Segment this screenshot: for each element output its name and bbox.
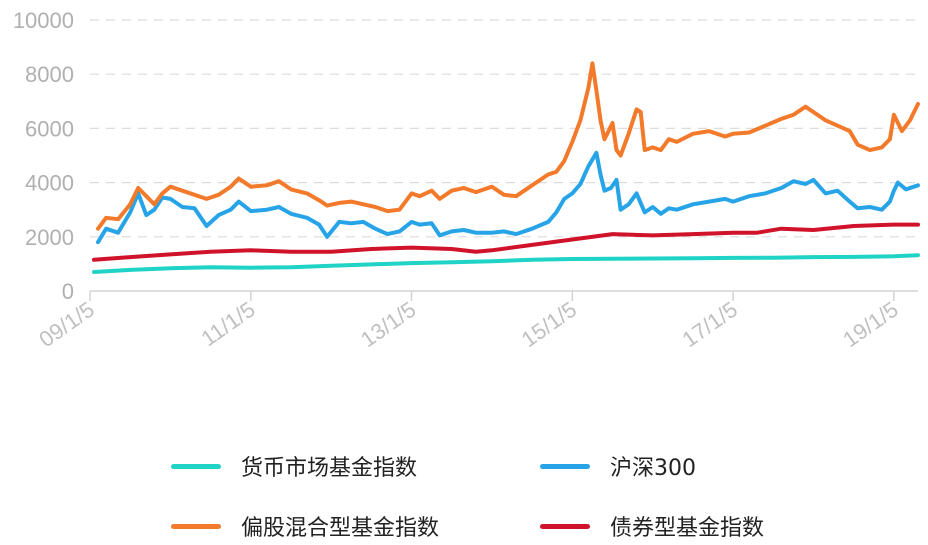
- series-line-bond-fund: [92, 222, 920, 262]
- x-tick-label: 13/1/5: [356, 297, 420, 353]
- x-tick-label: 19/1/5: [838, 297, 902, 353]
- legend: 货币市场基金指数 沪深300 偏股混合型基金指数 债券型基金指数: [0, 430, 928, 545]
- x-tick-label: 09/1/5: [34, 297, 98, 353]
- x-tick-label: 17/1/5: [678, 297, 742, 353]
- x-tick-label: 11/1/5: [197, 297, 260, 352]
- series-lines: [92, 61, 920, 274]
- x-tick-label: 15/1/5: [517, 297, 581, 353]
- y-tick-label: 8000: [25, 62, 74, 87]
- line-chart: 0 2000 4000 6000 8000 10000 09/1/5 11/1/5 13/1/…: [13, 8, 920, 353]
- series-line-money-market: [92, 253, 920, 274]
- legend-item-equity-hybrid: 偏股混合型基金指数: [171, 510, 439, 542]
- y-axis-ticks: 0 2000 4000 6000 8000 10000: [13, 8, 74, 304]
- legend-label-csi300: 沪深300: [610, 456, 696, 481]
- legend-swatch-equity-hybrid: [171, 523, 221, 529]
- series-line-csi300: [96, 150, 920, 245]
- legend-item-csi300: 沪深300: [540, 450, 696, 482]
- x-axis-ticks: 09/1/5 11/1/5 13/1/5 15/1/5 17/1/5 19/1/5: [34, 291, 903, 353]
- legend-item-bond-fund: 债券型基金指数: [540, 510, 764, 542]
- y-tick-label: 4000: [25, 171, 74, 196]
- series-line-equity-hybrid: [96, 61, 920, 231]
- y-tick-label: 2000: [25, 225, 74, 250]
- legend-swatch-csi300: [540, 463, 590, 469]
- gridlines: [90, 19, 918, 238]
- legend-label-equity-hybrid: 偏股混合型基金指数: [241, 516, 440, 541]
- y-tick-label: 6000: [25, 116, 74, 141]
- legend-label-bond-fund: 债券型基金指数: [610, 516, 765, 541]
- legend-item-money-market: 货币市场基金指数: [171, 450, 417, 482]
- legend-swatch-money-market: [171, 463, 221, 469]
- legend-label-money-market: 货币市场基金指数: [241, 456, 418, 481]
- y-tick-label: 0: [62, 279, 74, 304]
- y-tick-label: 10000: [13, 8, 74, 33]
- legend-swatch-bond-fund: [540, 523, 590, 529]
